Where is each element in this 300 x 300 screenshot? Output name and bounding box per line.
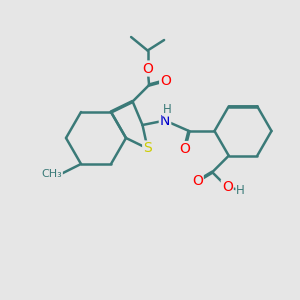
Text: H: H: [236, 184, 245, 197]
Text: H: H: [163, 103, 172, 116]
Text: O: O: [142, 61, 153, 76]
Text: O: O: [222, 180, 233, 194]
Text: CH₃: CH₃: [41, 169, 62, 179]
Text: O: O: [179, 142, 190, 156]
Text: O: O: [160, 74, 171, 88]
Text: O: O: [192, 174, 203, 188]
Text: N: N: [160, 113, 170, 128]
Text: S: S: [143, 142, 152, 155]
